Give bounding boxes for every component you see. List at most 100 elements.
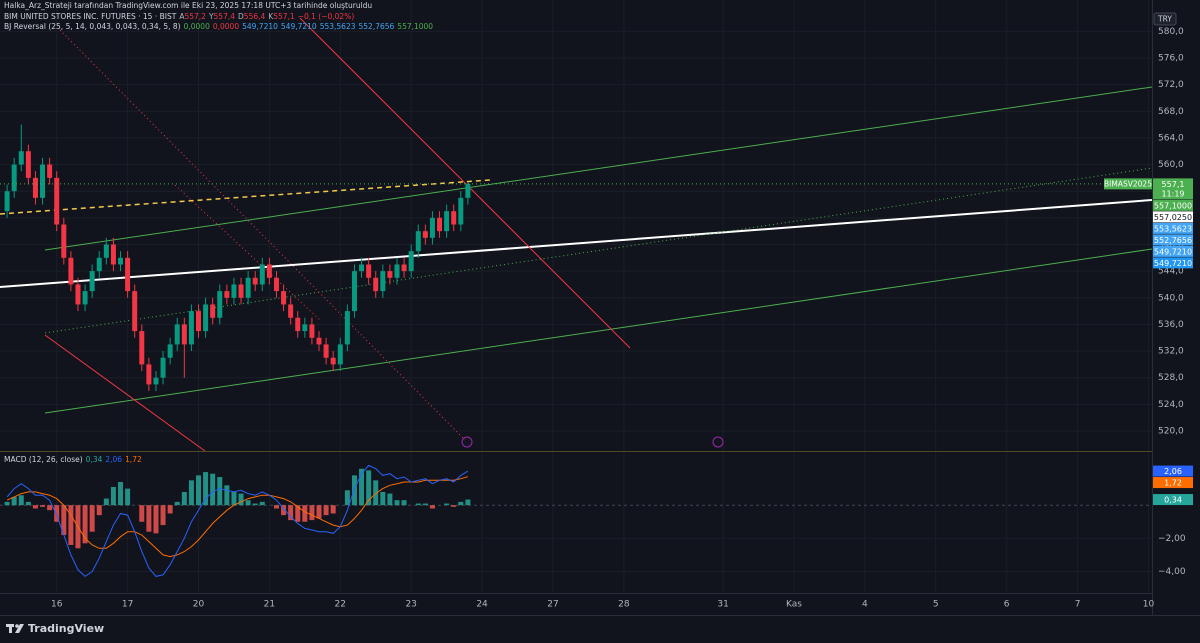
histogram-bar — [89, 505, 95, 532]
histogram-bar — [295, 505, 301, 522]
candle-body — [110, 244, 116, 265]
histogram-bar — [82, 505, 88, 544]
signal-line — [6, 476, 469, 558]
candle-body — [25, 151, 31, 178]
price-label-box — [1153, 245, 1193, 257]
y-tick-label: 572,0 — [1158, 80, 1184, 90]
candle-body — [288, 304, 294, 318]
candle-body — [444, 211, 450, 232]
symbol-tag: BIMASV2025 — [1104, 179, 1152, 188]
indicator-value: 553,5623 — [319, 22, 356, 31]
histogram-bar — [259, 501, 265, 506]
channel-lower — [44, 248, 1153, 414]
x-tick-label: 27 — [547, 600, 558, 610]
down-trend-line — [299, 17, 631, 349]
indicator-value: 557,1000 — [397, 22, 434, 31]
histogram-bar — [344, 490, 350, 506]
y-tick-label: 560,0 — [1158, 160, 1184, 170]
candle-body — [210, 304, 216, 318]
candle-body — [132, 291, 138, 332]
candle-body — [281, 291, 287, 305]
macd-badge-box — [1153, 494, 1193, 506]
histogram-bar — [451, 505, 457, 507]
histogram-bar — [181, 491, 187, 506]
histogram-bar — [394, 500, 400, 506]
histogram-bar — [415, 503, 421, 506]
y-tick-label: 568,0 — [1158, 107, 1184, 117]
symbol-line: BIM UNITED STORES INC. FUTURES · 15 · BI… — [4, 12, 436, 23]
histogram-bar — [373, 480, 379, 506]
histogram-bar — [238, 493, 244, 506]
down-channel-dotted — [59, 29, 466, 441]
candle-body — [309, 324, 315, 338]
histogram-bar — [465, 499, 471, 506]
candle-body — [146, 364, 152, 385]
histogram-bar — [125, 488, 131, 506]
histogram-bar — [160, 505, 166, 526]
price-label-box — [1153, 199, 1193, 211]
currency-badge[interactable] — [1153, 12, 1177, 26]
macd-line — [6, 464, 469, 578]
histogram-bar — [429, 505, 435, 509]
attribution: Halka_Arz_Strateji tarafından TradingVie… — [4, 1, 373, 10]
price-label-box — [1153, 211, 1193, 223]
candle-body — [359, 264, 365, 272]
candle-body — [32, 177, 38, 198]
candle-body — [351, 271, 357, 312]
histogram-bar — [422, 503, 428, 506]
macd-legend-value: 1,72 — [125, 455, 142, 464]
y-tick-label: 536,0 — [1158, 320, 1184, 330]
candle-body — [458, 197, 464, 225]
macd-badge-box — [1153, 477, 1193, 489]
candle-body — [75, 284, 81, 305]
histogram-bar — [217, 477, 223, 506]
event-icon[interactable] — [712, 436, 724, 448]
candle-body — [373, 277, 379, 292]
price-label: 557,1000 — [1154, 201, 1192, 210]
candle-body — [380, 271, 386, 292]
histogram-bar — [195, 475, 201, 506]
ohlc-key: D — [238, 11, 244, 21]
x-tick-label: 24 — [476, 600, 488, 610]
histogram-bar — [380, 491, 386, 506]
candle-body — [437, 217, 443, 232]
histogram-bar — [323, 505, 329, 516]
histogram-bar — [174, 501, 180, 506]
histogram-bar — [224, 485, 230, 506]
y-tick-label: 540,0 — [1158, 293, 1184, 303]
histogram-bar — [316, 505, 322, 519]
y-tick-label: −4,00 — [1158, 567, 1186, 577]
y-tick-label: 524,0 — [1158, 400, 1184, 410]
candle-body — [408, 251, 414, 272]
x-tick-label: 7 — [1075, 600, 1081, 610]
histogram-bar — [68, 505, 74, 545]
y-tick-label: 544,0 — [1158, 267, 1184, 277]
macd-title[interactable]: MACD (12, 26, close) — [4, 455, 83, 464]
regression-line — [0, 199, 1153, 288]
candle-body — [273, 277, 279, 292]
histogram-bar — [203, 472, 209, 506]
histogram-bar — [281, 505, 287, 516]
y-tick-label: 580,0 — [1158, 27, 1184, 37]
histogram-bar — [387, 493, 393, 506]
histogram-bar — [11, 496, 17, 506]
candle-body — [422, 231, 428, 238]
symbol-tag-box — [1104, 178, 1152, 190]
candle-body — [429, 217, 435, 238]
candle-body — [139, 331, 145, 365]
candle-body — [4, 191, 10, 212]
candle-body — [96, 257, 102, 272]
candle-body — [89, 271, 95, 292]
indicator[interactable]: BJ Reversal (25, 5, 14, 0,043, 0,043, 0,… — [4, 22, 181, 31]
price-label: 553,5623 — [1154, 224, 1192, 233]
candle-body — [195, 311, 201, 332]
drawings — [0, 0, 1200, 616]
countdown: 11:19 — [1161, 189, 1184, 198]
symbol[interactable]: BIM UNITED STORES INC. FUTURES · 15 · BI… — [4, 11, 177, 21]
last-price: 557,1 — [1162, 180, 1185, 189]
event-icon[interactable] — [461, 436, 473, 448]
ohlc-value: 557,4 — [213, 11, 236, 21]
candle-body — [167, 344, 173, 358]
candle-body — [68, 257, 74, 285]
x-tick-label: 28 — [618, 600, 630, 610]
